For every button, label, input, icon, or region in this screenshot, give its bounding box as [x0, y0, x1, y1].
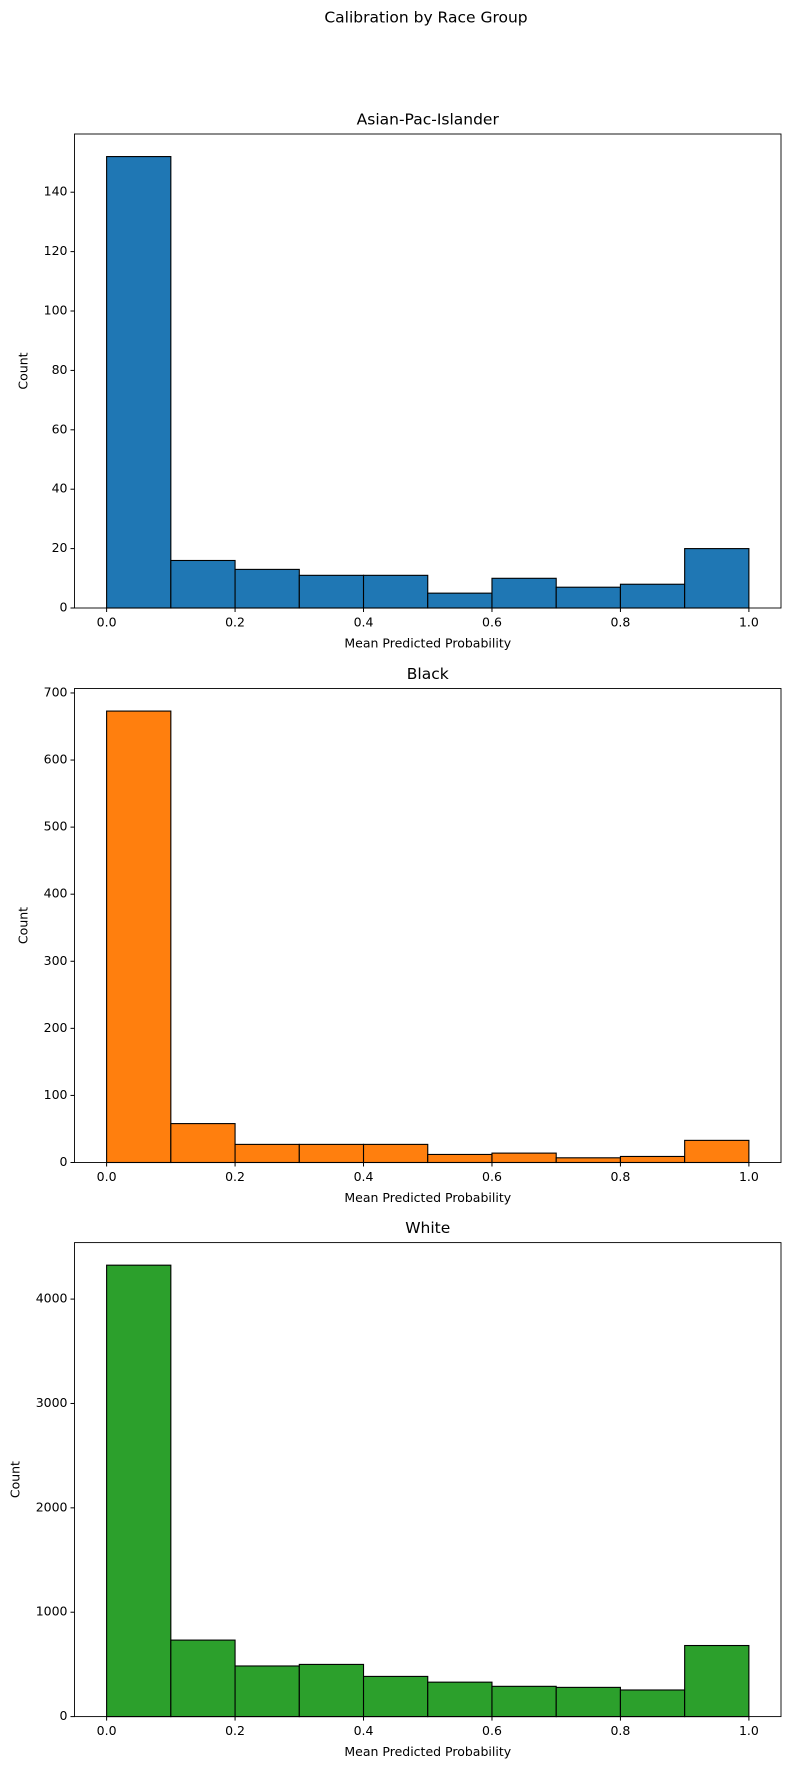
- y-tick-label: 500: [44, 819, 68, 834]
- x-tick-label: 0.0: [97, 1169, 117, 1184]
- x-axis-label: Mean Predicted Probability: [344, 636, 511, 651]
- y-tick-label: 3000: [36, 1395, 68, 1410]
- bar: [684, 1139, 750, 1164]
- bar: [170, 1123, 236, 1164]
- y-axis-label: Count: [16, 352, 31, 389]
- y-axis-label: Count: [8, 1461, 23, 1498]
- bar: [491, 1152, 557, 1164]
- bar: [106, 156, 172, 609]
- y-tick-label: 0: [60, 1154, 68, 1169]
- x-axis-label: Mean Predicted Probability: [344, 1744, 511, 1759]
- bar: [298, 574, 365, 609]
- x-tick-label: 0.4: [354, 1723, 374, 1738]
- axes-frame: [74, 1242, 782, 1718]
- y-tick-label: 600: [44, 752, 68, 767]
- y-tick-label: 40: [52, 481, 68, 496]
- bar: [555, 1686, 621, 1718]
- y-tick-label: 300: [44, 953, 68, 968]
- y-tick-label: 120: [44, 243, 68, 258]
- bar: [234, 568, 300, 609]
- bar: [619, 1155, 686, 1164]
- x-tick-label: 0.0: [97, 1723, 117, 1738]
- x-tick-label: 1.0: [739, 1723, 759, 1738]
- x-tick-label: 0.6: [482, 1723, 502, 1738]
- bar: [106, 710, 172, 1164]
- figure-title: Calibration by Race Group: [324, 9, 527, 27]
- y-tick-label: 2000: [36, 1499, 68, 1514]
- bar: [427, 1681, 493, 1718]
- y-tick-label: 100: [44, 1087, 68, 1102]
- axes-frame: [74, 688, 782, 1163]
- bar: [298, 1663, 365, 1718]
- bar: [619, 583, 686, 609]
- y-tick-label: 4000: [36, 1291, 68, 1306]
- y-tick-label: 0: [60, 600, 68, 615]
- bar: [234, 1143, 300, 1164]
- y-axis-label: Count: [16, 907, 31, 944]
- x-axis-label: Mean Predicted Probability: [344, 1190, 511, 1205]
- y-tick-label: 20: [52, 540, 68, 555]
- bar: [362, 1675, 429, 1718]
- bar: [555, 586, 621, 609]
- x-tick-label: 0.4: [354, 615, 374, 630]
- bar: [234, 1665, 300, 1718]
- bar: [491, 1685, 557, 1718]
- y-tick-label: 100: [44, 303, 68, 318]
- bar: [684, 1644, 750, 1718]
- x-tick-label: 0.6: [482, 1169, 502, 1184]
- y-tick-label: 0: [60, 1708, 68, 1723]
- y-tick-label: 1000: [36, 1604, 68, 1619]
- x-tick-label: 0.8: [610, 615, 630, 630]
- y-tick-label: 400: [44, 886, 68, 901]
- x-tick-label: 0.4: [354, 1169, 374, 1184]
- panel-title: Black: [407, 665, 449, 683]
- bar: [684, 548, 750, 609]
- x-tick-label: 1.0: [739, 615, 759, 630]
- bar: [170, 1639, 236, 1718]
- bar: [427, 592, 493, 609]
- panel-title: Asian-Pac-Islander: [357, 111, 500, 129]
- y-tick-label: 700: [44, 684, 68, 699]
- bar: [362, 574, 429, 609]
- x-tick-label: 0.2: [225, 1723, 245, 1738]
- bar: [106, 1264, 172, 1718]
- x-tick-label: 0.8: [610, 1723, 630, 1738]
- bar: [555, 1157, 621, 1164]
- x-tick-label: 0.8: [610, 1169, 630, 1184]
- y-tick-label: 200: [44, 1020, 68, 1035]
- x-tick-label: 0.2: [225, 1169, 245, 1184]
- axes-frame: [74, 133, 782, 609]
- x-tick-label: 0.0: [97, 615, 117, 630]
- bar: [362, 1143, 429, 1164]
- panel-title: White: [405, 1219, 450, 1237]
- y-tick-label: 60: [52, 421, 68, 436]
- y-tick-label: 80: [52, 362, 68, 377]
- bar: [298, 1143, 365, 1164]
- x-tick-label: 0.6: [482, 615, 502, 630]
- x-tick-label: 0.2: [225, 615, 245, 630]
- y-tick-label: 140: [44, 184, 68, 199]
- bar: [427, 1153, 493, 1164]
- x-tick-label: 1.0: [739, 1169, 759, 1184]
- bar: [619, 1689, 686, 1718]
- bar: [491, 577, 557, 609]
- bar: [170, 559, 236, 609]
